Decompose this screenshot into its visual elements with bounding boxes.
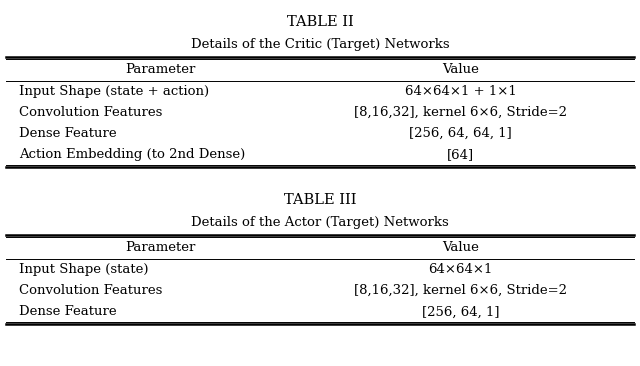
Text: 64×64×1 + 1×1: 64×64×1 + 1×1 xyxy=(405,85,516,98)
Text: Input Shape (state): Input Shape (state) xyxy=(19,263,148,276)
Text: [256, 64, 1]: [256, 64, 1] xyxy=(422,305,500,318)
Text: [256, 64, 64, 1]: [256, 64, 64, 1] xyxy=(410,127,512,140)
Text: [64]: [64] xyxy=(447,148,474,161)
Text: 64×64×1: 64×64×1 xyxy=(429,263,493,276)
Text: [8,16,32], kernel 6×6, Stride=2: [8,16,32], kernel 6×6, Stride=2 xyxy=(355,106,567,119)
Text: [8,16,32], kernel 6×6, Stride=2: [8,16,32], kernel 6×6, Stride=2 xyxy=(355,284,567,297)
Text: Dense Feature: Dense Feature xyxy=(19,305,117,318)
Text: Details of the Actor (Target) Networks: Details of the Actor (Target) Networks xyxy=(191,216,449,229)
Text: TABLE III: TABLE III xyxy=(284,193,356,207)
Text: Details of the Critic (Target) Networks: Details of the Critic (Target) Networks xyxy=(191,38,449,51)
Text: Dense Feature: Dense Feature xyxy=(19,127,117,140)
Text: Value: Value xyxy=(442,241,479,254)
Text: TABLE II: TABLE II xyxy=(287,15,353,29)
Text: Input Shape (state + action): Input Shape (state + action) xyxy=(19,85,209,98)
Text: Parameter: Parameter xyxy=(125,63,195,76)
Text: Convolution Features: Convolution Features xyxy=(19,106,163,119)
Text: Value: Value xyxy=(442,63,479,76)
Text: Convolution Features: Convolution Features xyxy=(19,284,163,297)
Text: Action Embedding (to 2nd Dense): Action Embedding (to 2nd Dense) xyxy=(19,148,246,161)
Text: Parameter: Parameter xyxy=(125,241,195,254)
